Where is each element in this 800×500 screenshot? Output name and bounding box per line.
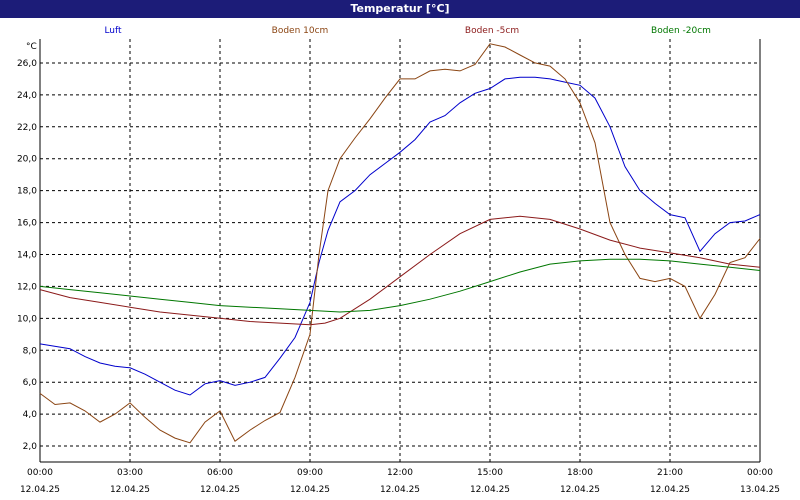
y-tick-label: 26,0 bbox=[17, 59, 37, 69]
y-tick-labels: 2,0 4,0 6,0 8,0 10,0 12,0 14,0 16,0 18,0 20,0 22,0… bbox=[17, 59, 37, 452]
x-tick-date: 12.04.25 bbox=[110, 485, 150, 495]
x-tick-date: 12.04.25 bbox=[470, 485, 510, 495]
x-tick-date: 12.04.25 bbox=[560, 485, 600, 495]
x-tick-time: 12:00 bbox=[387, 468, 413, 478]
series-line-2 bbox=[39, 215, 761, 326]
x-tick-date: 12.04.25 bbox=[380, 485, 420, 495]
x-tick-time: 06:00 bbox=[207, 468, 233, 478]
y-tick-label: 14,0 bbox=[17, 250, 37, 260]
x-tick-time: 03:00 bbox=[117, 468, 143, 478]
x-tick-date: 12.04.25 bbox=[200, 485, 240, 495]
series-lines bbox=[39, 43, 761, 444]
legend-entry: Boden -20cm bbox=[651, 26, 711, 36]
x-tick-time: 00:00 bbox=[747, 468, 773, 478]
temperature-chart: °C 2,04,06,08,010,012,014,016,018,020,02… bbox=[17, 26, 780, 495]
y-tick-label: 18,0 bbox=[17, 187, 37, 197]
x-tick-date: 12.04.25 bbox=[290, 485, 330, 495]
x-tick-time: 18:00 bbox=[567, 468, 593, 478]
x-tick-time: 09:00 bbox=[297, 468, 323, 478]
y-tick-label: 6,0 bbox=[23, 378, 38, 388]
y-axis-unit: °C bbox=[26, 42, 37, 52]
x-tick-date: 12.04.25 bbox=[20, 485, 60, 495]
y-tick-label: 22,0 bbox=[17, 123, 37, 133]
legend-entry: Boden -5cm bbox=[465, 26, 519, 36]
y-tick-label: 24,0 bbox=[17, 91, 37, 101]
chart-title: Temperatur [°C] bbox=[0, 0, 800, 18]
y-tick-label: 12,0 bbox=[17, 282, 37, 292]
x-tick-time: 00:00 bbox=[27, 468, 53, 478]
axes bbox=[39, 39, 761, 463]
x-tick-date: 12.04.25 bbox=[650, 485, 690, 495]
legend: Luft Boden 10cm Boden -5cm Boden -20cm bbox=[104, 26, 711, 36]
y-tick-label: 8,0 bbox=[23, 346, 38, 356]
y-tick-label: 4,0 bbox=[23, 410, 38, 420]
legend-entry: Luft bbox=[104, 26, 122, 36]
series-line-3 bbox=[39, 258, 761, 313]
y-tick-label: 20,0 bbox=[17, 155, 37, 165]
x-tick-time: 21:00 bbox=[657, 468, 683, 478]
y-tick-label: 2,0 bbox=[23, 442, 38, 452]
x-tick-labels: 00:00 12.04.25 03:00 12.04.25 06:00 12.04.25 0… bbox=[20, 468, 780, 495]
x-tick-time: 15:00 bbox=[477, 468, 503, 478]
x-tick-date: 13.04.25 bbox=[740, 485, 780, 495]
series-line-0 bbox=[39, 76, 761, 396]
grid bbox=[40, 39, 760, 462]
legend-entry: Boden 10cm bbox=[272, 26, 329, 36]
series-line-1 bbox=[39, 43, 761, 444]
y-tick-label: 16,0 bbox=[17, 219, 37, 229]
y-tick-label: 10,0 bbox=[17, 314, 37, 324]
